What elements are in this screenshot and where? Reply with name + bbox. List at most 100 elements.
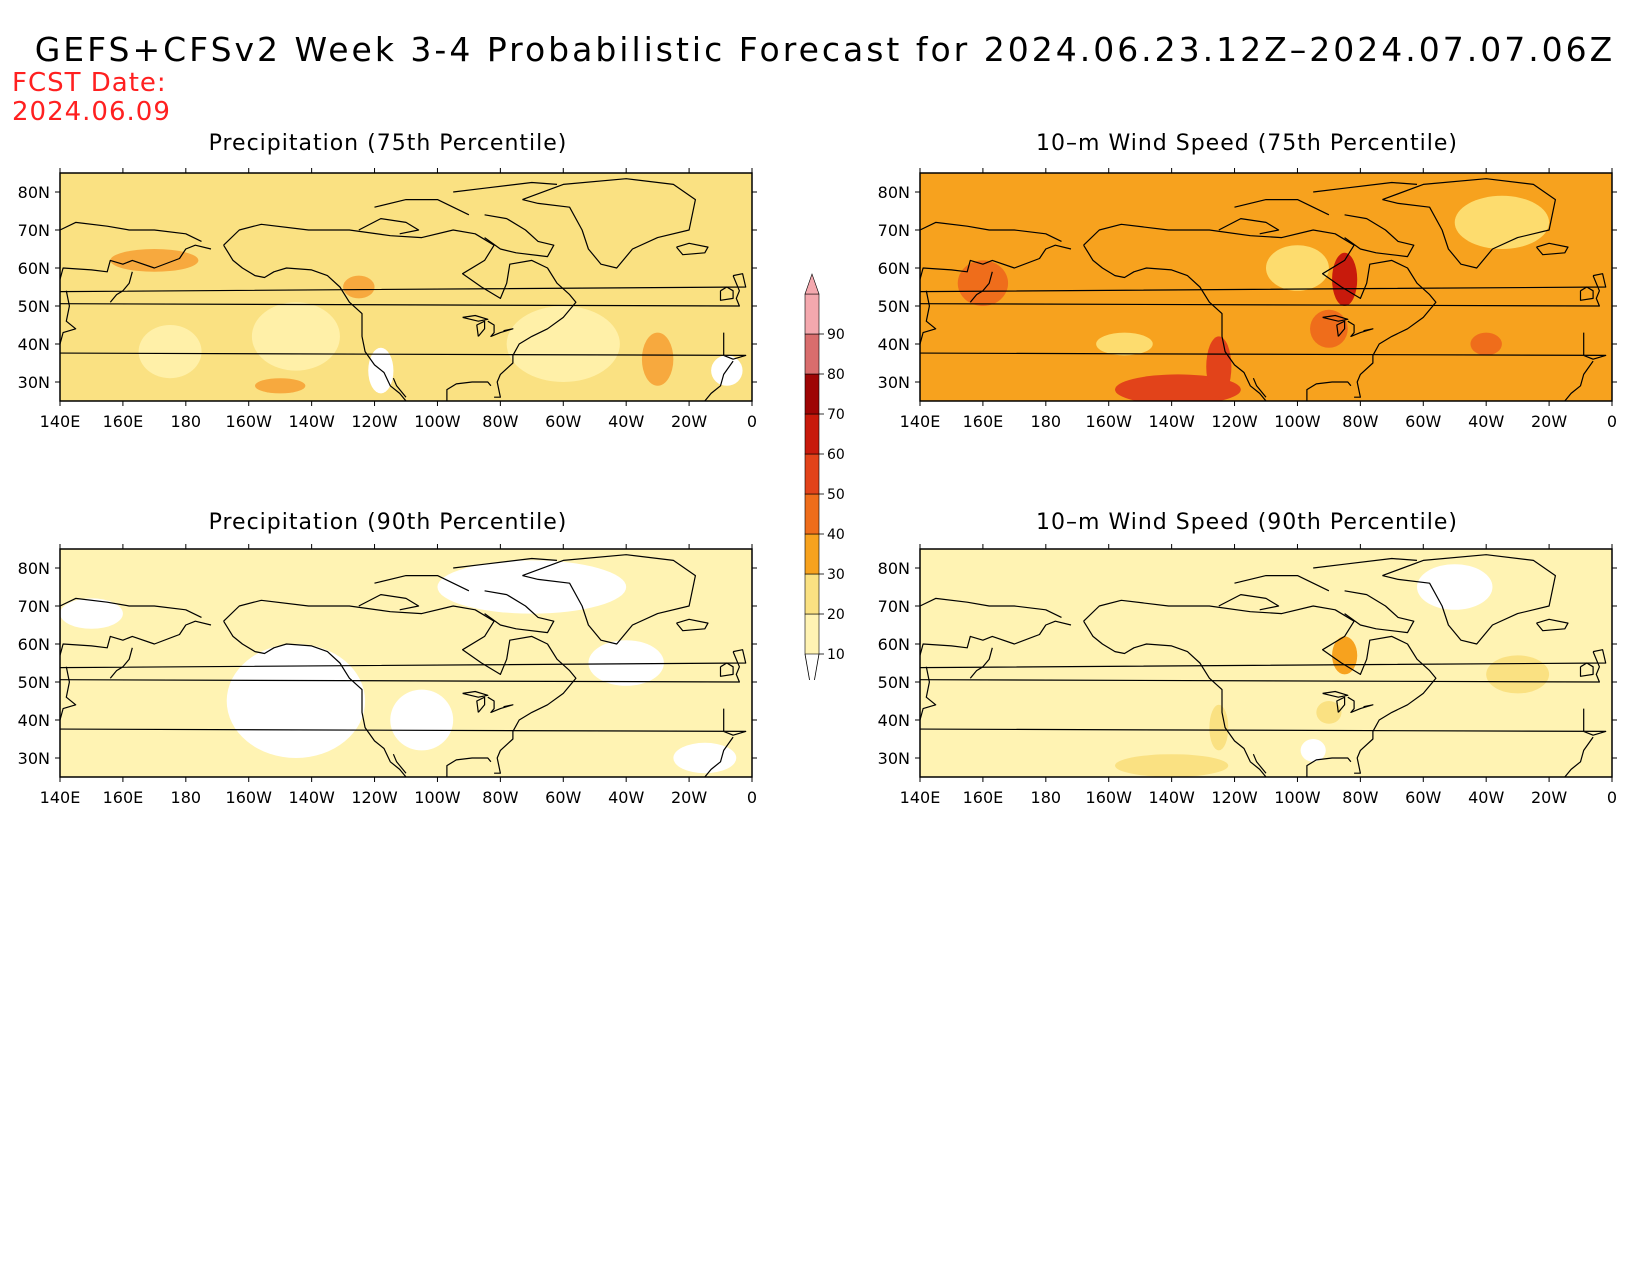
colorbar-band xyxy=(804,573,820,615)
map-frame xyxy=(59,548,753,778)
shaded-region xyxy=(1266,245,1329,291)
coastline xyxy=(1313,557,1418,569)
lon-tick-label: 0 xyxy=(1607,412,1617,431)
lon-tick-label: 20W xyxy=(1531,412,1567,431)
panel-title-wind-90: 10–m Wind Speed (90th Percentile) xyxy=(1036,510,1458,535)
lon-tick-label: 180 xyxy=(1031,412,1062,431)
lon-tick-label: 120W xyxy=(351,412,398,431)
shaded-region xyxy=(673,742,737,774)
lat-tick-label: 60N xyxy=(878,259,910,278)
coastline xyxy=(462,690,489,698)
colorbar: 10 20 30 40 50 60 70 80 90 xyxy=(804,273,845,680)
shaded-region xyxy=(1096,332,1153,356)
colorbar-tick-label: 20 xyxy=(827,607,845,623)
coastline xyxy=(358,218,420,235)
lat-tick-label: 80N xyxy=(878,183,910,202)
colorbar-band xyxy=(804,373,820,415)
coastline xyxy=(920,244,1072,280)
shaded-region xyxy=(1209,704,1229,751)
coastline xyxy=(60,221,202,268)
map-panel-wind-75: 140E 160E 180 160W 140W 120W 100W 80W 60W 40W 20W 0… xyxy=(878,168,1617,431)
lon-tick-label: 160E xyxy=(963,788,1004,807)
colorbar-tick-label: 30 xyxy=(827,567,845,583)
coastline xyxy=(223,620,407,777)
lon-tick-label: 160E xyxy=(963,412,1004,431)
coastline xyxy=(60,273,747,307)
map-panel-precip-90: 140E 160E 180 160W 140W 120W 100W 80W 60W 40W 20W 0… xyxy=(18,544,757,807)
panel-title-precip-75: Precipitation (75th Percentile) xyxy=(208,131,568,156)
lon-tick-label: 140W xyxy=(288,788,335,807)
lon-tick-label: 20W xyxy=(671,788,707,807)
coastline xyxy=(1083,599,1437,774)
lon-tick-label: 180 xyxy=(171,788,202,807)
coastline xyxy=(704,736,734,777)
lon-tick-label: 140W xyxy=(1148,412,1195,431)
shaded-region xyxy=(1310,309,1348,348)
coastline xyxy=(60,620,212,656)
coastline xyxy=(60,649,747,683)
coastline xyxy=(60,597,202,644)
shaded-region xyxy=(110,249,199,272)
coastline xyxy=(1336,696,1346,713)
shaded-region xyxy=(60,598,123,629)
coastline xyxy=(1344,590,1415,634)
colorbar-band xyxy=(804,453,820,495)
map-frame xyxy=(919,172,1613,402)
lat-tick-label: 50N xyxy=(18,297,50,316)
lon-tick-label: 160W xyxy=(1086,412,1133,431)
lon-tick-label: 80W xyxy=(482,788,518,807)
lon-tick-label: 0 xyxy=(747,412,757,431)
lon-tick-label: 120W xyxy=(1211,412,1258,431)
coastline xyxy=(719,662,734,677)
map-panel-wind-90: 140E 160E 180 160W 140W 120W 100W 80W 60W 40W 20W 0… xyxy=(878,544,1617,807)
coastline xyxy=(484,214,555,258)
coastline xyxy=(1218,594,1280,611)
shaded-region xyxy=(255,378,306,394)
lon-tick-label: 140W xyxy=(1148,788,1195,807)
lat-tick-label: 80N xyxy=(18,559,50,578)
coastline xyxy=(1382,554,1556,645)
colorbar-tick-label: 10 xyxy=(827,647,845,663)
lat-tick-label: 70N xyxy=(878,597,910,616)
coastline xyxy=(358,594,420,611)
lat-tick-label: 80N xyxy=(18,183,50,202)
coastline xyxy=(1536,618,1569,632)
coastline xyxy=(60,708,747,736)
coastline xyxy=(476,320,486,337)
coastline xyxy=(223,223,577,398)
coastline xyxy=(1083,244,1267,401)
coastline xyxy=(60,332,747,360)
lon-tick-label: 80W xyxy=(482,412,518,431)
colorbar-tick-label: 50 xyxy=(827,487,845,503)
shaded-region xyxy=(1316,701,1342,724)
lon-tick-label: 180 xyxy=(1031,788,1062,807)
shaded-region xyxy=(641,332,674,386)
lat-tick-label: 40N xyxy=(18,711,50,730)
lat-tick-label: 50N xyxy=(878,297,910,316)
coastline xyxy=(522,178,696,269)
lat-tick-label: 70N xyxy=(878,221,910,240)
coastline xyxy=(522,554,696,645)
colorbar-bottom-cap xyxy=(804,653,820,680)
lon-tick-label: 160W xyxy=(226,412,273,431)
panel-title-wind-75: 10–m Wind Speed (75th Percentile) xyxy=(1036,131,1458,156)
colorbar-tick-label: 60 xyxy=(827,447,845,463)
shaded-region xyxy=(226,644,366,758)
lon-tick-label: 40W xyxy=(608,788,644,807)
coastline xyxy=(1083,620,1267,777)
forecast-date-label: FCST Date: xyxy=(12,68,167,98)
lon-tick-label: 60W xyxy=(545,412,581,431)
coastline xyxy=(374,199,470,216)
coastline xyxy=(1234,575,1330,592)
coastline xyxy=(223,599,577,774)
lon-tick-label: 120W xyxy=(351,788,398,807)
coastline xyxy=(920,708,1607,736)
lon-tick-label: 140E xyxy=(40,412,81,431)
shaded-region xyxy=(251,302,340,371)
lat-tick-label: 80N xyxy=(878,559,910,578)
lon-tick-label: 60W xyxy=(545,788,581,807)
coastline xyxy=(1252,753,1267,774)
shaded-region xyxy=(1486,655,1550,694)
coastline xyxy=(392,753,407,774)
coastline xyxy=(1579,286,1594,301)
